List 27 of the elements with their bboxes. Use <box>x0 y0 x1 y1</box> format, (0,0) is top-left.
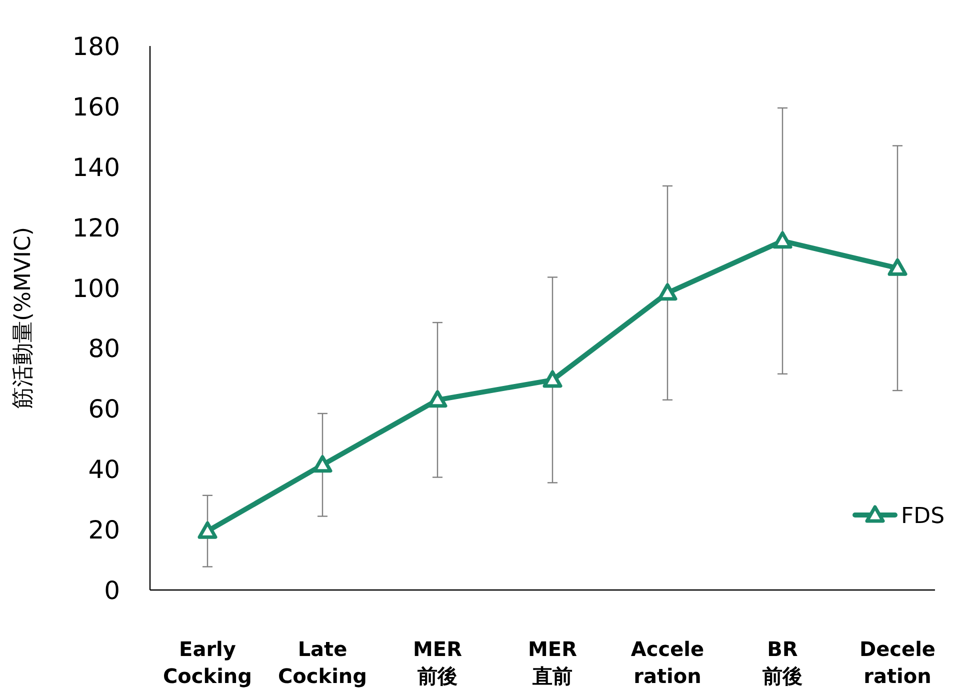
x-tick-label: Accele ration <box>630 637 704 688</box>
x-tick-label: BR 前後 <box>762 637 802 688</box>
y-axis-title: 筋活動量(%MVIC) <box>11 227 36 409</box>
y-tick-label: 0 <box>104 576 120 605</box>
x-tick-label: Early Cocking <box>163 637 252 688</box>
y-tick-label: 80 <box>88 334 120 364</box>
y-tick-label: 140 <box>72 152 120 182</box>
y-tick-label: 100 <box>72 274 120 303</box>
x-tick-label: Decele ration <box>859 637 936 688</box>
y-tick-label: 60 <box>88 394 120 424</box>
x-tick-label: Late Cocking <box>278 637 367 688</box>
point <box>888 258 908 276</box>
x-tick-label: MER 直前 <box>528 637 577 688</box>
point <box>658 283 678 301</box>
x-tick-label: MER 前後 <box>413 637 462 688</box>
y-tick-label: 160 <box>72 92 120 122</box>
point <box>772 231 792 249</box>
point <box>428 390 448 408</box>
point <box>198 521 218 539</box>
legend: FDS <box>852 504 945 529</box>
point <box>312 455 332 473</box>
point <box>542 370 562 388</box>
legend-label: FDS <box>901 504 945 529</box>
y-tick-label: 40 <box>88 455 120 484</box>
y-tick-label: 120 <box>72 213 120 242</box>
y-tick-label: 180 <box>72 32 120 61</box>
y-tick-label: 20 <box>88 516 120 545</box>
